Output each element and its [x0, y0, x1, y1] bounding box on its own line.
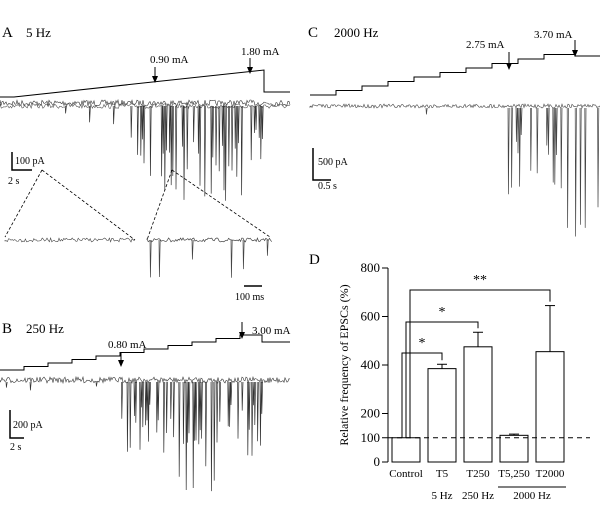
- x-tick-label: Control: [389, 468, 423, 480]
- panel-c-current-low: 2.75 mA: [466, 39, 505, 51]
- x-tick-label: T5: [436, 468, 449, 480]
- panel-c-trace-events: [425, 107, 600, 237]
- panel-b: B 250 Hz 0.80 mA 3.00 mA 200 pA 2 s: [0, 321, 291, 492]
- panel-c-stimulus-steps: [310, 54, 600, 96]
- significance-label: *: [439, 305, 446, 320]
- panel-a-trace-events: [64, 105, 264, 201]
- panel-a-inset-trace: [4, 237, 135, 243]
- panel-a-current-high: 1.80 mA: [241, 46, 280, 58]
- significance-label: **: [473, 273, 487, 288]
- arrow-head: [152, 76, 158, 83]
- arrow-head: [239, 332, 245, 339]
- bar-t2000: [535, 351, 565, 463]
- panel-c: C 2000 Hz 2.75 mA 3.70 mA 500 pA 0.5 s: [308, 25, 600, 237]
- panel-b-current-low: 0.80 mA: [108, 339, 147, 351]
- significance-bracket: [409, 289, 551, 438]
- bar-t250: [463, 346, 493, 463]
- panel-c-trace-line: [309, 103, 600, 109]
- panel-c-letter: C: [308, 25, 318, 41]
- significance-bracket: [405, 321, 479, 438]
- panel-a-frequency: 5 Hz: [26, 25, 51, 40]
- group-label: 2000 Hz: [513, 490, 551, 502]
- arrow-head: [506, 63, 512, 70]
- panel-b-scale-bar: [9, 410, 24, 439]
- panel-b-trace-events: [5, 381, 263, 492]
- panel-b-frequency: 250 Hz: [26, 321, 64, 336]
- bar-chart: 0 100 200 400 600 800 Control T5 T250 T5,250 T2000…: [361, 260, 590, 502]
- bar-control: [391, 437, 421, 463]
- panel-d: D Relative frequency of EPSCs (%) 0 100 20…: [309, 252, 590, 502]
- panel-b-current-high: 3.00 mA: [252, 325, 291, 337]
- panel-c-arrows: [506, 40, 578, 70]
- x-tick-label: T250: [466, 468, 490, 480]
- panel-b-scale-time: 2 s: [10, 442, 22, 453]
- panel-c-scale-current: 500 pA: [318, 157, 349, 168]
- panel-a-scale-time: 2 s: [8, 176, 20, 187]
- panel-a: A 5 Hz 0.90 mA 1.80 mA 100 pA 2 s 100 ms: [0, 25, 291, 303]
- significance-label: *: [419, 336, 426, 351]
- panel-a-zoom-line: [41, 169, 136, 241]
- y-tick-label: 600: [361, 309, 381, 324]
- panel-c-frequency: 2000 Hz: [334, 25, 379, 40]
- x-tick-label: T2000: [536, 468, 565, 480]
- panel-b-stimulus-steps: [0, 334, 290, 371]
- panel-a-zoom-line: [146, 169, 173, 241]
- panel-a-zoom-line: [171, 169, 271, 238]
- arrow-head: [247, 67, 253, 74]
- panel-c-scale-bar: [312, 148, 331, 181]
- y-tick-label: 200: [361, 406, 381, 421]
- panel-d-letter: D: [309, 252, 320, 268]
- bar-t5-250: [499, 434, 529, 463]
- bar-t5: [427, 368, 457, 463]
- group-label: 5 Hz: [431, 490, 452, 502]
- group-label: 250 Hz: [462, 490, 494, 502]
- arrow-head: [572, 50, 578, 57]
- panel-a-inset-scale: 100 ms: [235, 292, 264, 303]
- y-tick-label: 800: [361, 260, 381, 275]
- x-tick-label: T5,250: [498, 468, 530, 480]
- significance-bracket: [401, 352, 443, 438]
- panel-a-current-low: 0.90 mA: [150, 54, 189, 66]
- panel-a-stimulus-ramp: [0, 69, 290, 98]
- panel-a-trace: [0, 98, 291, 201]
- y-tick-label: 0: [374, 454, 381, 469]
- panel-a-letter: A: [2, 25, 13, 41]
- y-axis-label: Relative frequency of EPSCs (%): [337, 284, 351, 445]
- panel-b-letter: B: [2, 321, 12, 337]
- panel-b-arrows: [118, 322, 245, 367]
- arrow-head: [118, 360, 124, 367]
- panel-a-inset-trace: [146, 237, 273, 278]
- panel-b-trace-line: [0, 375, 291, 385]
- panel-a-scale-current: 100 pA: [15, 156, 46, 167]
- panel-a-trace-line: [0, 98, 291, 108]
- panel-a-arrows: [152, 58, 253, 83]
- panel-c-scale-time: 0.5 s: [318, 181, 337, 192]
- y-tick-label: 100: [361, 430, 381, 445]
- panel-b-scale-current: 200 pA: [13, 420, 44, 431]
- panel-c-current-high: 3.70 mA: [534, 29, 573, 41]
- y-tick-label: 400: [361, 357, 381, 372]
- panel-a-scale-bar: [11, 152, 32, 171]
- panel-a-zoom-line: [4, 169, 43, 238]
